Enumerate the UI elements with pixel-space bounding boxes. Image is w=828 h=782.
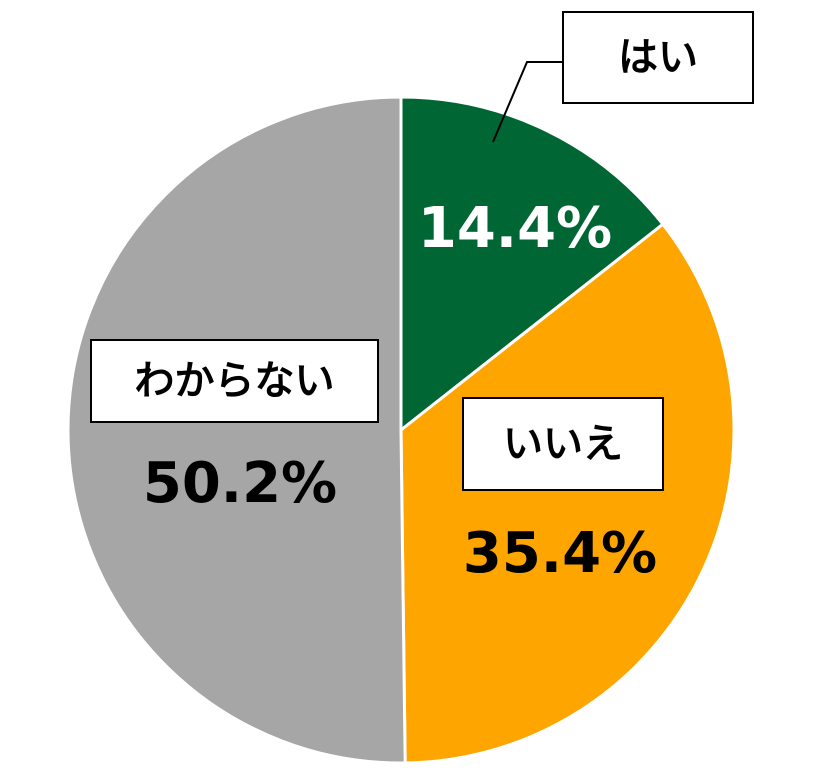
value-label: 35.4%: [463, 521, 657, 586]
category-label: はい: [618, 35, 698, 81]
label-box: [562, 11, 754, 104]
label-box: [462, 397, 664, 491]
value-label: 14.4%: [418, 196, 612, 261]
category-label: いいえ: [503, 421, 623, 467]
category-label: わからない: [135, 358, 335, 404]
pie-slice: [399, 95, 665, 434]
label-box: [90, 339, 379, 423]
leader-line: [492, 61, 563, 143]
pie-slice: [66, 95, 407, 765]
value-label: 50.2%: [143, 451, 337, 516]
pie-slice: [399, 222, 736, 765]
